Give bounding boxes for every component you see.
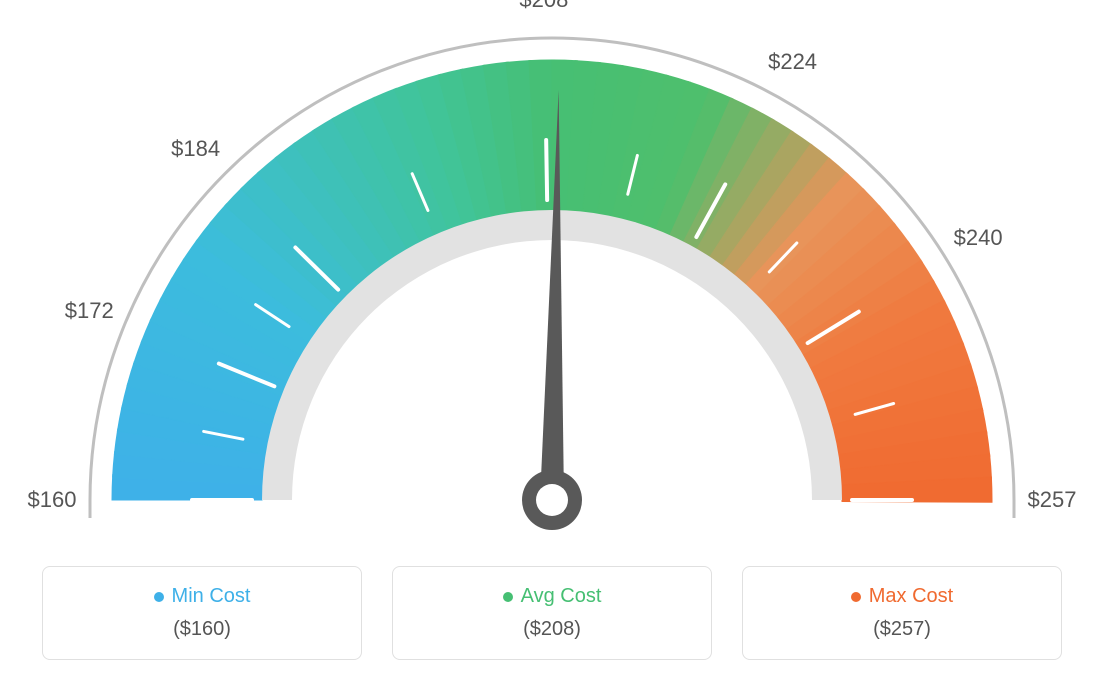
gauge-tick-label: $257 bbox=[1028, 487, 1077, 513]
gauge-tick-label: $160 bbox=[28, 487, 77, 513]
gauge-tick-label: $208 bbox=[519, 0, 568, 13]
legend-label: Avg Cost bbox=[521, 585, 602, 608]
cost-gauge: $160 $172 $184 $208 $224 $240 $257 bbox=[0, 0, 1104, 560]
gauge-tick-label: $172 bbox=[65, 298, 114, 324]
legend-value: ($160) bbox=[53, 618, 351, 641]
gauge-tick-label: $240 bbox=[954, 225, 1003, 251]
legend-value: ($257) bbox=[753, 618, 1051, 641]
legend-card: Avg Cost ($208) bbox=[392, 566, 712, 660]
legend-row: Min Cost ($160) Avg Cost ($208) Max Cost ($25… bbox=[0, 566, 1104, 660]
gauge-svg bbox=[0, 0, 1104, 560]
legend-card: Min Cost ($160) bbox=[42, 566, 362, 660]
legend-title: Max Cost bbox=[851, 585, 953, 608]
gauge-tick-label: $184 bbox=[171, 136, 220, 162]
legend-card: Max Cost ($257) bbox=[742, 566, 1062, 660]
legend-dot-icon bbox=[154, 592, 164, 602]
legend-label: Min Cost bbox=[172, 585, 251, 608]
legend-title: Min Cost bbox=[154, 585, 251, 608]
legend-dot-icon bbox=[503, 592, 513, 602]
legend-value: ($208) bbox=[403, 618, 701, 641]
legend-title: Avg Cost bbox=[503, 585, 602, 608]
legend-dot-icon bbox=[851, 592, 861, 602]
gauge-tick-label: $224 bbox=[768, 49, 817, 75]
legend-label: Max Cost bbox=[869, 585, 953, 608]
